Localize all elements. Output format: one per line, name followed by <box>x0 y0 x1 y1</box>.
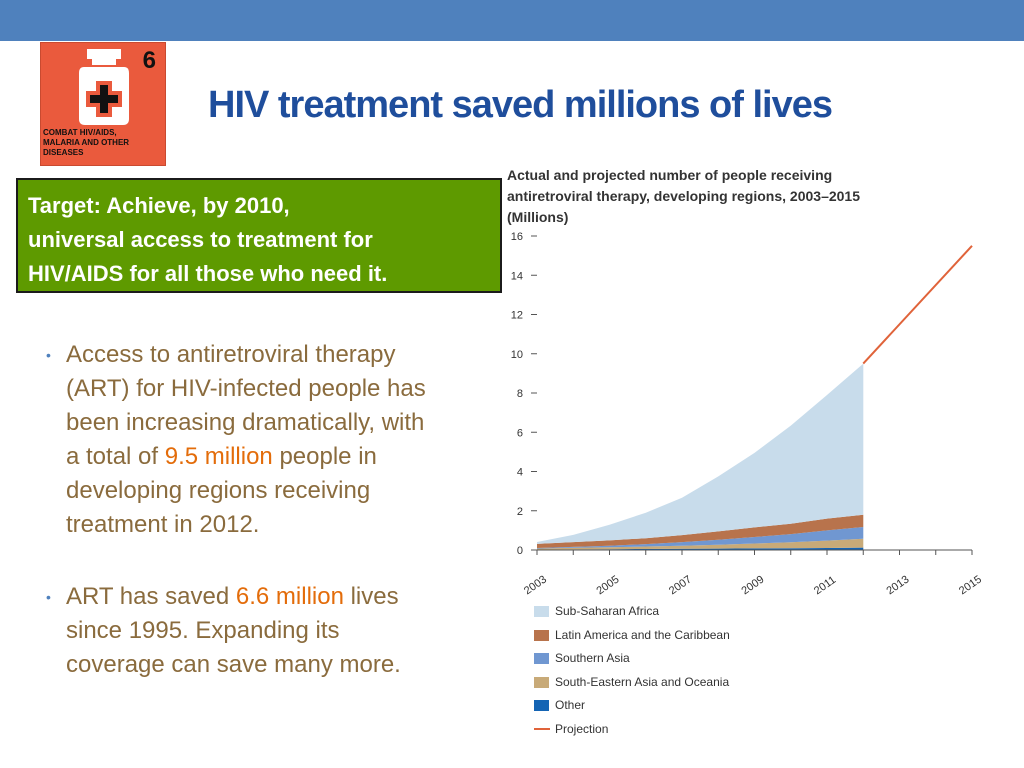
chart-title: Actual and projected number of people re… <box>507 167 860 225</box>
chart-legend: Sub-Saharan Africa Latin America and the … <box>534 600 730 742</box>
top-accent-bar <box>0 0 1024 41</box>
legend-swatch <box>534 700 549 712</box>
bullet-dot-icon: • <box>46 347 51 363</box>
legend-item: South-Eastern Asia and Oceania <box>534 671 730 695</box>
highlight-figure: 6.6 million <box>235 583 344 610</box>
x-tick-label: 2003 <box>522 573 549 597</box>
mdg-goal-badge: 6 COMBAT HIV/AIDS, MALARIA AND OTHER DIS… <box>40 42 166 166</box>
legend-label: South-Eastern Asia and Oceania <box>555 674 730 689</box>
bullet-item: • Access to antiretroviral therapy (ART)… <box>44 338 504 542</box>
x-tick-label: 2005 <box>595 573 622 597</box>
y-tick-label: 14 <box>511 270 523 282</box>
legend-label: Other <box>555 698 586 713</box>
target-line: HIV/AIDS for all those who need it. <box>28 261 388 286</box>
art-chart: 0 2 4 6 8 10 12 14 16 2003 2005 2007 2009 2011 2013 201… <box>511 231 984 597</box>
bullet-item: • ART has saved 6.6 million lives since … <box>44 580 504 682</box>
projection-line <box>862 245 973 365</box>
mdg-goal-number: 6 <box>142 47 156 74</box>
x-tick-label: 2015 <box>957 573 984 597</box>
medicine-bottle-icon <box>79 49 129 125</box>
highlight-figure: 9.5 million <box>164 443 273 470</box>
legend-label: Projection <box>555 721 609 736</box>
legend-swatch <box>534 629 549 641</box>
area-series-southern-asia <box>537 527 864 549</box>
y-tick-label: 12 <box>511 310 523 322</box>
x-tick-label: 2007 <box>667 573 694 597</box>
slide-title: HIV treatment saved millions of lives <box>208 84 833 126</box>
y-tick-label: 6 <box>517 427 523 439</box>
x-tick-label: 2013 <box>885 573 912 597</box>
legend-swatch <box>534 653 549 665</box>
legend-item: Southern Asia <box>534 647 730 671</box>
y-tick-label: 8 <box>517 388 523 400</box>
area-series-latin-america-and-the-caribbean <box>537 514 864 548</box>
target-line: Target: Achieve, by 2010, <box>28 193 290 218</box>
bullet-list: • Access to antiretroviral therapy (ART)… <box>44 338 504 720</box>
legend-label: Latin America and the Caribbean <box>555 627 730 642</box>
legend-swatch <box>534 676 549 688</box>
legend-item: Other <box>534 694 730 718</box>
x-tick-label: 2009 <box>740 573 767 597</box>
target-callout-box: Target: Achieve, by 2010, universal acce… <box>16 178 502 293</box>
legend-swatch <box>534 727 550 730</box>
legend-swatch <box>534 606 549 617</box>
y-tick-label: 4 <box>517 467 523 479</box>
area-series-sub-saharan-africa <box>537 363 864 544</box>
area-series-south-eastern-asia-and-oceania <box>537 538 864 550</box>
y-tick-label: 16 <box>511 231 523 243</box>
y-tick-label: 0 <box>517 545 523 557</box>
legend-item: Sub-Saharan Africa <box>534 600 730 624</box>
y-tick-label: 2 <box>517 506 523 518</box>
legend-label: Southern Asia <box>555 651 630 666</box>
area-series-other <box>537 547 864 550</box>
bullet-dot-icon: • <box>46 589 51 605</box>
legend-item: Latin America and the Caribbean <box>534 624 730 648</box>
x-tick-label: 2011 <box>812 574 838 597</box>
mdg-goal-label: COMBAT HIV/AIDS, MALARIA AND OTHER DISEA… <box>43 128 130 157</box>
legend-item: Projection <box>534 718 730 742</box>
y-tick-label: 10 <box>511 349 523 361</box>
target-line: universal access to treatment for <box>28 227 373 252</box>
legend-label: Sub-Saharan Africa <box>555 604 660 618</box>
